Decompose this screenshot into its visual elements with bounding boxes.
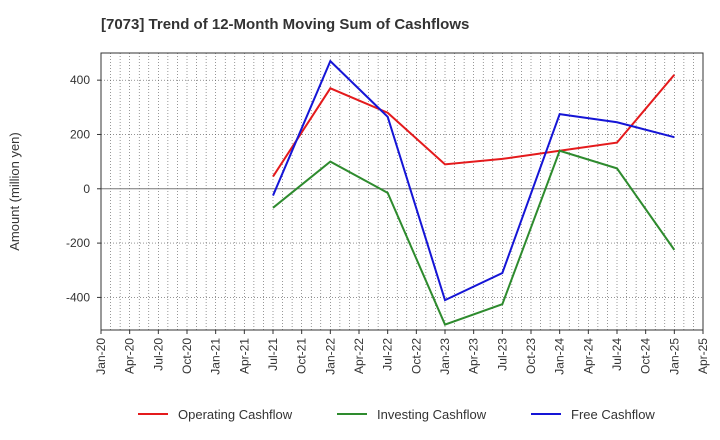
x-tick-label: Jul-20 (151, 338, 165, 371)
x-tick-label: Apr-20 (123, 338, 137, 374)
y-axis-title: Amount (million yen) (7, 132, 22, 251)
x-tick-label: Jul-23 (495, 338, 509, 371)
x-tick-label: Oct-21 (295, 338, 309, 374)
series-line-free-cashflow (272, 59, 675, 302)
x-tick-label: Oct-24 (639, 338, 653, 374)
x-tick-label: Jan-24 (553, 338, 567, 375)
x-tick-label: Jan-22 (323, 338, 337, 375)
x-tick-label: Jan-20 (94, 338, 108, 375)
y-tick-label: -200 (66, 236, 90, 250)
legend: Operating Cashflow Investing Cashflow Free… (138, 407, 655, 422)
x-tick-label: Jan-23 (438, 338, 452, 375)
x-tick-label: Apr-21 (237, 338, 251, 374)
x-tick-label: Apr-25 (696, 338, 710, 374)
x-tick-label: Apr-22 (352, 338, 366, 374)
x-tick-label: Jan-25 (667, 338, 681, 375)
plot-frame (100, 52, 704, 331)
x-tick-label: Jul-24 (610, 338, 624, 371)
x-tick-label: Jul-22 (381, 338, 395, 371)
grid-lines (101, 53, 703, 330)
legend-label: Investing Cashflow (377, 407, 487, 422)
series-line-operating-cashflow (272, 74, 676, 178)
x-tick-label: Oct-22 (409, 338, 423, 374)
x-tick-labels: Jan-20 Apr-20 Jul-20 Oct-20 Jan-21 Apr-21 Jul-… (94, 330, 710, 375)
legend-label: Free Cashflow (571, 407, 655, 422)
x-tick-label: Apr-24 (581, 338, 595, 374)
x-tick-label: Apr-23 (467, 338, 481, 374)
legend-label: Operating Cashflow (178, 407, 293, 422)
chart-title: [7073] Trend of 12-Month Moving Sum of C… (101, 16, 470, 33)
y-tick-label: 200 (70, 127, 90, 141)
y-tick-labels: -400 -200 0 200 400 (66, 73, 101, 304)
y-tick-label: -400 (66, 290, 90, 304)
x-tick-label: Oct-20 (180, 338, 194, 374)
series-lines (272, 59, 676, 326)
x-tick-label: Oct-23 (524, 338, 538, 374)
x-tick-label: Jul-21 (266, 338, 280, 371)
series-line-investing-cashflow (272, 149, 676, 326)
y-tick-label: 0 (83, 182, 90, 196)
y-tick-label: 400 (70, 73, 90, 87)
x-tick-label: Jan-21 (209, 338, 223, 375)
